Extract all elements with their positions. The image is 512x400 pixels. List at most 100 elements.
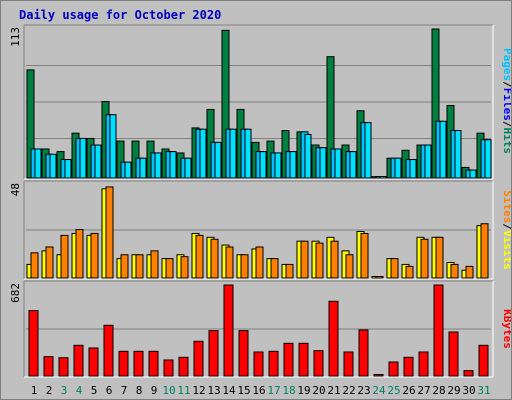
bar-pages-day-2 — [49, 153, 57, 179]
bar-kbytes-day-13 — [208, 330, 219, 377]
bar-pages-day-22 — [349, 151, 357, 179]
day-label-14: 14 — [222, 384, 236, 397]
day-label-29: 29 — [447, 384, 460, 397]
day-label-23: 23 — [357, 384, 370, 397]
day-label-25: 25 — [387, 384, 400, 397]
day-label-4: 4 — [76, 384, 83, 397]
bar-pages-day-16 — [259, 151, 267, 179]
bar-kbytes-day-9 — [148, 350, 159, 377]
bar-sites-day-18 — [285, 263, 294, 279]
bar-kbytes-day-25 — [388, 361, 399, 377]
day-label-13: 13 — [207, 384, 220, 397]
bar-kbytes-day-29 — [448, 331, 459, 377]
day-label-22: 22 — [342, 384, 355, 397]
day-label-27: 27 — [417, 384, 430, 397]
bar-kbytes-day-2 — [43, 356, 54, 377]
bar-pages-day-29 — [454, 130, 462, 179]
bar-sites-day-15 — [240, 254, 249, 279]
day-label-10: 10 — [162, 384, 175, 397]
bar-kbytes-day-5 — [88, 347, 99, 377]
side-label-part: Hits — [501, 128, 511, 155]
bar-pages-day-24 — [379, 176, 387, 179]
bar-kbytes-day-4 — [73, 344, 84, 377]
bar-kbytes-day-17 — [268, 350, 279, 377]
day-label-16: 16 — [252, 384, 265, 397]
side-label-part: Visits — [501, 230, 511, 270]
bar-kbytes-day-27 — [418, 351, 429, 377]
bar-pages-day-14 — [229, 128, 237, 179]
bar-sites-day-8 — [135, 254, 144, 279]
bar-kbytes-day-16 — [253, 351, 264, 377]
bar-sites-day-27 — [420, 238, 429, 279]
bar-sites-day-3 — [60, 234, 69, 279]
day-label-30: 30 — [462, 384, 475, 397]
day-label-31: 31 — [477, 384, 490, 397]
panel-1 — [23, 24, 494, 180]
bar-pages-day-28 — [439, 120, 447, 179]
day-label-7: 7 — [121, 384, 128, 397]
day-label-20: 20 — [312, 384, 325, 397]
day-label-28: 28 — [432, 384, 445, 397]
bar-pages-day-9 — [154, 152, 162, 179]
bar-sites-day-31 — [480, 223, 489, 279]
day-label-8: 8 — [136, 384, 143, 397]
bar-sites-day-26 — [405, 265, 414, 279]
day-label-1: 1 — [31, 384, 38, 397]
bar-pages-day-30 — [469, 169, 477, 179]
bar-pages-day-12 — [199, 128, 207, 179]
bar-kbytes-day-3 — [58, 357, 69, 377]
bar-pages-day-20 — [319, 147, 327, 179]
bar-sites-day-7 — [120, 254, 129, 279]
day-label-6: 6 — [106, 384, 113, 397]
bar-pages-day-5 — [94, 144, 102, 179]
side-label-bottom: KBytes — [501, 309, 511, 349]
bar-pages-day-27 — [424, 144, 432, 179]
bar-sites-day-28 — [435, 236, 444, 279]
bar-pages-day-1 — [34, 148, 42, 179]
bar-kbytes-day-20 — [313, 350, 324, 377]
side-label-part: KBytes — [501, 309, 511, 349]
bar-kbytes-day-14 — [223, 284, 234, 377]
bar-sites-day-12 — [195, 234, 204, 279]
bar-kbytes-day-26 — [403, 356, 414, 377]
bar-sites-day-19 — [300, 240, 309, 279]
side-label-part: Pages — [501, 48, 511, 81]
bar-sites-day-10 — [165, 258, 174, 279]
bar-kbytes-day-8 — [133, 350, 144, 377]
side-label-part: / — [501, 223, 511, 230]
bar-sites-day-17 — [270, 258, 279, 279]
bar-pages-day-8 — [139, 157, 147, 179]
bar-kbytes-day-15 — [238, 330, 249, 377]
side-label-part: / — [501, 81, 511, 88]
panel-2 — [23, 180, 494, 280]
side-label-part: Sites — [501, 190, 511, 223]
bar-sites-day-4 — [75, 229, 84, 279]
bar-sites-day-30 — [465, 265, 474, 279]
bar-pages-day-6 — [109, 114, 117, 179]
bar-pages-day-4 — [79, 137, 87, 179]
ymax-label-3: 682 — [9, 283, 22, 303]
bar-pages-day-11 — [184, 157, 192, 179]
ymax-label-1: 113 — [9, 27, 22, 47]
day-label-24: 24 — [372, 384, 386, 397]
chart-title: Daily usage for October 2020 — [19, 8, 221, 22]
bar-sites-day-1 — [30, 252, 39, 279]
bar-sites-day-21 — [330, 240, 339, 279]
bar-kbytes-day-30 — [463, 370, 474, 377]
bar-sites-day-25 — [390, 258, 399, 279]
bar-kbytes-day-1 — [28, 310, 39, 377]
bar-sites-day-2 — [45, 246, 54, 279]
bar-sites-day-16 — [255, 246, 264, 279]
day-label-18: 18 — [282, 384, 295, 397]
side-label-mid: Sites/Visits — [501, 190, 511, 270]
bar-sites-day-20 — [315, 242, 324, 279]
bar-pages-day-23 — [364, 122, 372, 179]
bar-sites-day-11 — [180, 256, 189, 279]
bar-sites-day-6 — [105, 186, 114, 279]
bar-kbytes-day-18 — [283, 342, 294, 377]
bar-sites-day-22 — [345, 254, 354, 279]
bar-kbytes-day-22 — [343, 351, 354, 377]
day-label-21: 21 — [327, 384, 340, 397]
day-label-2: 2 — [46, 384, 53, 397]
